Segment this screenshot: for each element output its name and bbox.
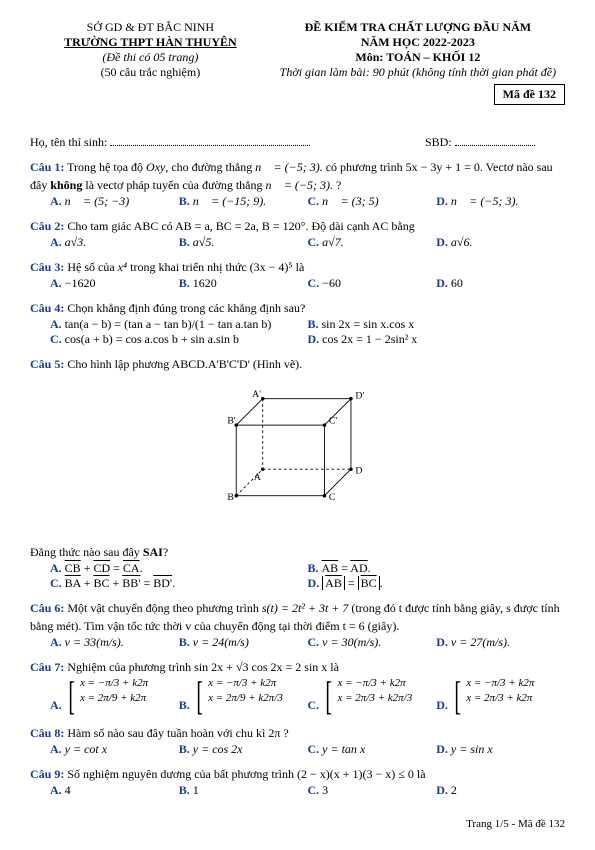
q5-opt-b: AB (322, 561, 339, 575)
question-8: Câu 8: Hàm số nào sau đây tuần hoàn với … (30, 724, 565, 742)
question-4: Câu 4: Chọn khẳng định đúng trong các kh… (30, 299, 565, 317)
q4-opt-b: sin 2x = sin x.cos x (322, 317, 415, 331)
q3-opt-d: 60 (451, 276, 463, 290)
q2-opt-a: a√3. (65, 235, 87, 249)
q9-opt-b: 1 (193, 783, 199, 797)
q7-opt-d: x = −π/3 + k2π x = 2π/3 + k2π (451, 676, 534, 716)
q3-opt-c: −60 (322, 276, 341, 290)
q3-opt-b: 1620 (193, 276, 217, 290)
question-9: Câu 9: Số nghiệm nguyên dương của bất ph… (30, 765, 565, 783)
svg-text:A': A' (252, 389, 261, 400)
name-field (110, 135, 310, 146)
question-2: Câu 2: Cho tam giác ABC có AB = a, BC = … (30, 217, 565, 235)
q6-opt-c: v = 30(m/s). (322, 635, 381, 649)
q9-opt-c: 3 (322, 783, 328, 797)
q3-opt-a: −1620 (65, 276, 96, 290)
q4-opt-d: cos 2x = 1 − 2sin² x (322, 332, 417, 346)
q5-opt-d: AB (322, 576, 345, 590)
duration-line: Thời gian làm bài: 90 phút (không tính t… (271, 65, 565, 80)
q5-opt-a: CB (65, 561, 81, 575)
svg-text:A: A (253, 472, 260, 483)
question-3: Câu 3: Hệ số của x⁴ trong khai triển nhị… (30, 258, 565, 276)
q2-opt-b: a√5. (193, 235, 215, 249)
name-label: Họ, tên thí sinh: (30, 135, 107, 149)
q7-opt-c: x = −π/3 + k2π x = 2π/3 + k2π/3 (322, 676, 412, 716)
pages-note: (Đề thi có 05 trang) (30, 50, 271, 65)
q1-opt-a: n⃗ = (5; −3) (65, 194, 130, 208)
q8-opt-a: y = cot x (65, 742, 107, 756)
q2-opt-c: a√7. (322, 235, 344, 249)
q6-opt-b: v = 24(m/s) (193, 635, 249, 649)
svg-text:B': B' (227, 415, 235, 426)
question-5: Câu 5: Cho hình lập phương ABCD.A'B'C'D'… (30, 355, 565, 373)
sbd-label: SBD: (425, 135, 452, 149)
q6-opt-a: v = 33(m/s). (65, 635, 124, 649)
q1-opt-b: n⃗ = (−15; 9). (193, 194, 267, 208)
q8-opt-b: y = cos 2x (193, 742, 243, 756)
q9-opt-a: 4 (65, 783, 71, 797)
svg-text:D: D (355, 466, 362, 477)
question-count: (50 câu trắc nghiệm) (30, 65, 271, 80)
q9-opt-d: 2 (451, 783, 457, 797)
subject-line: Môn: TOÁN – KHỐI 12 (271, 50, 565, 65)
q4-opt-c: cos(a + b) = cos a.cos b + sin a.sin b (65, 332, 239, 346)
svg-text:B: B (227, 492, 233, 503)
svg-text:C: C (328, 492, 334, 503)
q8-opt-c: y = tan x (322, 742, 365, 756)
q7-opt-b: x = −π/3 + k2π x = 2π/9 + k2π/3 (193, 676, 283, 716)
school-name: TRƯỜNG THPT HÀN THUYÊN (30, 35, 271, 50)
question-1: Câu 1: Trong hệ tọa độ Oxy, cho đường th… (30, 158, 565, 194)
exam-title: ĐỀ KIỂM TRA CHẤT LƯỢNG ĐẦU NĂM (271, 20, 565, 35)
q5-subtext: Đẳng thức nào sau đây SAI? (30, 543, 565, 561)
q4-opt-a: tan(a − b) = (tan a − tan b)/(1 − tan a.… (65, 317, 272, 331)
q1-opt-c: n⃗ = (3; 5) (322, 194, 378, 208)
exam-code: Mã đề 132 (494, 84, 565, 105)
school-year: NĂM HỌC 2022-2023 (271, 35, 565, 50)
question-6: Câu 6: Một vật chuyển động theo phương t… (30, 599, 565, 635)
dept-line: SỞ GD & ĐT BẮC NINH (30, 20, 271, 35)
q1-opt-d: n⃗ = (−5; 3). (451, 194, 519, 208)
cube-figure: B C B' C' A D A' D' (30, 381, 565, 535)
sbd-field (455, 135, 535, 146)
q2-opt-d: a√6. (451, 235, 473, 249)
question-7: Câu 7: Nghiệm của phương trình sin 2x + … (30, 658, 565, 676)
q5-opt-c: BA (65, 576, 81, 590)
page-footer: Trang 1/5 - Mã đề 132 (30, 818, 565, 830)
svg-text:D': D' (355, 391, 364, 402)
svg-text:C': C' (328, 415, 336, 426)
q8-opt-d: y = sin x (451, 742, 493, 756)
q7-opt-a: x = −π/3 + k2π x = 2π/9 + k2π (65, 676, 148, 716)
q6-opt-d: v = 27(m/s). (451, 635, 510, 649)
